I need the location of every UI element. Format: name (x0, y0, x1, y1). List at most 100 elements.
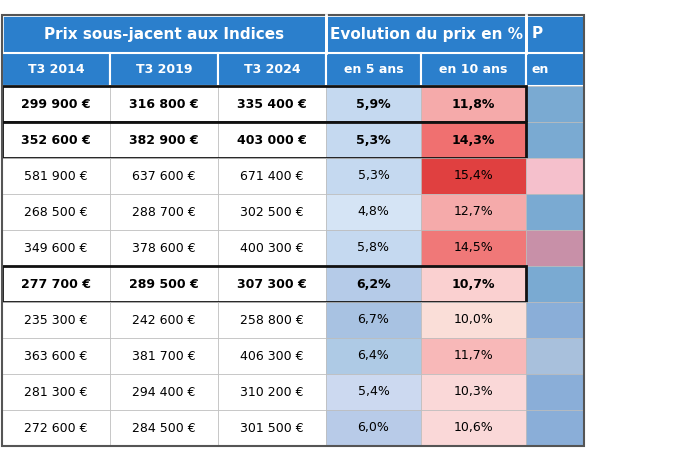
Text: 235 300 €: 235 300 € (25, 314, 88, 327)
Bar (110, 194, 218, 230)
Bar (421, 122, 526, 158)
Text: 284 500 €: 284 500 € (132, 422, 196, 435)
Text: 15,4%: 15,4% (454, 170, 494, 183)
Bar (110, 86, 218, 122)
Bar (326, 230, 421, 266)
Bar (421, 266, 526, 302)
Bar (2, 86, 526, 122)
Text: 378 600 €: 378 600 € (132, 242, 196, 255)
Bar (2, 158, 110, 194)
Text: 301 500 €: 301 500 € (240, 422, 304, 435)
Text: 5,8%: 5,8% (358, 242, 389, 255)
Bar (526, 86, 584, 122)
Bar (421, 338, 526, 374)
Text: 5,9%: 5,9% (356, 98, 391, 111)
Bar (2, 53, 110, 86)
Text: 581 900 €: 581 900 € (25, 170, 88, 183)
Bar (2, 15, 584, 446)
Text: 310 200 €: 310 200 € (240, 386, 304, 399)
Bar (326, 53, 421, 86)
Text: 299 900 €: 299 900 € (21, 98, 91, 111)
Text: 10,7%: 10,7% (452, 278, 496, 291)
Bar (218, 266, 326, 302)
Bar (2, 302, 110, 338)
Bar (421, 374, 526, 410)
Text: 11,8%: 11,8% (452, 98, 495, 111)
Bar (2, 230, 110, 266)
Text: 258 800 €: 258 800 € (240, 314, 304, 327)
Bar (526, 230, 584, 266)
Text: 335 400 €: 335 400 € (237, 98, 307, 111)
Bar (218, 86, 326, 122)
Bar (2, 266, 526, 302)
Bar (526, 302, 584, 338)
Text: 671 400 €: 671 400 € (240, 170, 304, 183)
Text: 294 400 €: 294 400 € (132, 386, 196, 399)
Bar (421, 53, 526, 86)
Bar (110, 302, 218, 338)
Bar (526, 194, 584, 230)
Text: 5,3%: 5,3% (356, 134, 391, 147)
Text: 4,8%: 4,8% (358, 206, 389, 219)
Bar (2, 122, 526, 158)
Text: P: P (532, 27, 543, 41)
Text: 10,6%: 10,6% (454, 422, 494, 435)
Text: 307 300 €: 307 300 € (237, 278, 307, 291)
Bar (421, 410, 526, 446)
Bar (2, 194, 110, 230)
Text: 242 600 €: 242 600 € (132, 314, 196, 327)
Bar (421, 86, 526, 122)
Text: 268 500 €: 268 500 € (25, 206, 88, 219)
Bar (218, 230, 326, 266)
Text: 277 700 €: 277 700 € (21, 278, 91, 291)
Text: 403 000 €: 403 000 € (237, 134, 307, 147)
Text: 382 900 €: 382 900 € (130, 134, 199, 147)
Bar (110, 122, 218, 158)
Bar (326, 266, 421, 302)
Bar (326, 374, 421, 410)
Bar (326, 122, 421, 158)
Text: 12,7%: 12,7% (454, 206, 494, 219)
Text: 288 700 €: 288 700 € (132, 206, 196, 219)
Bar (218, 194, 326, 230)
Bar (2, 410, 110, 446)
Bar (2, 374, 110, 410)
Text: 14,3%: 14,3% (452, 134, 495, 147)
Text: T3 2024: T3 2024 (244, 63, 300, 76)
Text: en 5 ans: en 5 ans (344, 63, 403, 76)
Bar (326, 338, 421, 374)
Text: 10,0%: 10,0% (454, 314, 494, 327)
Bar (326, 158, 421, 194)
Text: 406 300 €: 406 300 € (240, 350, 304, 363)
Text: 363 600 €: 363 600 € (25, 350, 88, 363)
Text: 6,0%: 6,0% (358, 422, 389, 435)
Text: 6,2%: 6,2% (356, 278, 391, 291)
Text: 637 600 €: 637 600 € (132, 170, 196, 183)
Bar (110, 230, 218, 266)
Text: T3 2019: T3 2019 (136, 63, 193, 76)
Bar (110, 158, 218, 194)
Bar (218, 410, 326, 446)
Bar (218, 338, 326, 374)
Bar (2, 266, 110, 302)
Text: 6,4%: 6,4% (358, 350, 389, 363)
Bar (110, 374, 218, 410)
Bar (2, 122, 110, 158)
Bar (526, 158, 584, 194)
Text: 381 700 €: 381 700 € (132, 350, 196, 363)
Bar (526, 15, 584, 53)
Text: 289 500 €: 289 500 € (129, 278, 199, 291)
Text: 6,7%: 6,7% (358, 314, 389, 327)
Bar (421, 194, 526, 230)
Text: 14,5%: 14,5% (454, 242, 494, 255)
Bar (421, 302, 526, 338)
Bar (526, 338, 584, 374)
Bar (326, 15, 526, 53)
Text: 11,7%: 11,7% (454, 350, 494, 363)
Bar (110, 410, 218, 446)
Text: 352 600 €: 352 600 € (21, 134, 91, 147)
Text: en: en (532, 63, 550, 76)
Bar (218, 374, 326, 410)
Bar (218, 53, 326, 86)
Text: 281 300 €: 281 300 € (25, 386, 88, 399)
